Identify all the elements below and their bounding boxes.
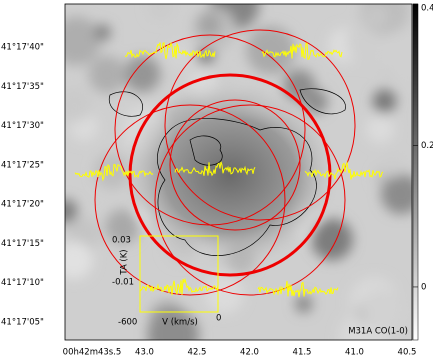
y-tick-label: 41°17'25": [1, 160, 44, 170]
noise-blob: [105, 209, 141, 245]
noise-blob: [366, 115, 395, 144]
spectrum: [174, 161, 256, 177]
x-tick-label: 42.5: [188, 348, 207, 358]
noise-blob: [147, 309, 200, 340]
noise-blob: [362, 289, 403, 331]
y-tick-label: 41°17'30": [1, 121, 44, 131]
spectrum: [257, 280, 339, 298]
x-tick-label: 00h42m43s.5: [63, 348, 122, 358]
map: [65, 4, 412, 340]
x-tick-label: 42.0: [240, 348, 259, 358]
inset-y-bottom: -0.01: [112, 278, 134, 288]
colorbar-tick-label: 0: [421, 282, 426, 292]
noise-blob: [311, 218, 353, 261]
noise-blob: [65, 199, 78, 224]
noise-blob: [378, 30, 412, 80]
y-tick-label: 41°17'20": [1, 200, 44, 210]
x-tick-label: 43.0: [135, 348, 154, 358]
colorbar-tick-label: 0.4: [421, 4, 433, 14]
noise-blob: [148, 4, 174, 20]
spectrum: [261, 42, 343, 61]
noise-blob: [366, 5, 388, 27]
map-label: M31A CO(1-0): [348, 327, 408, 337]
colorbar-tick-label: 0.2: [421, 141, 433, 151]
inset-x-left: -600: [118, 318, 137, 328]
noise-blob: [246, 25, 296, 75]
noise-blob: [381, 154, 405, 178]
x-tick-label: 41.0: [345, 348, 364, 358]
spectrum: [74, 163, 154, 182]
y-tick-label: 41°17'35": [1, 82, 44, 92]
y-tick-label: 41°17'15": [1, 239, 44, 249]
noise-blob: [282, 69, 316, 102]
noise-blob: [124, 56, 161, 93]
y-tick-label: 41°17'40": [1, 43, 44, 53]
noise-blob: [65, 241, 93, 279]
inset-x-label: V (km/s): [162, 318, 198, 328]
x-tick-label: 41.5: [293, 348, 312, 358]
noise-blob: [166, 41, 194, 69]
noise-blob: [197, 12, 222, 37]
noise-blob: [94, 24, 111, 41]
y-tick-label: 41°17'05": [1, 318, 44, 328]
noise-blob: [88, 55, 127, 94]
inset-y-top: 0.03: [112, 236, 131, 246]
spectrum: [139, 277, 219, 296]
noise-blob: [295, 295, 313, 313]
colorbar: [412, 3, 419, 341]
noise-blob: [65, 86, 92, 123]
x-tick-label: 40.5: [398, 348, 417, 358]
inset-y-label: TA (K): [120, 249, 130, 275]
noise-blob: [65, 16, 101, 66]
spectrum: [124, 41, 216, 60]
spectrum: [304, 160, 384, 180]
frame: [64, 3, 413, 341]
inset-x-right: 0: [216, 314, 221, 324]
noise-blob: [380, 173, 412, 215]
y-tick-label: 41°17'10": [1, 278, 44, 288]
noise-blob: [372, 89, 397, 113]
